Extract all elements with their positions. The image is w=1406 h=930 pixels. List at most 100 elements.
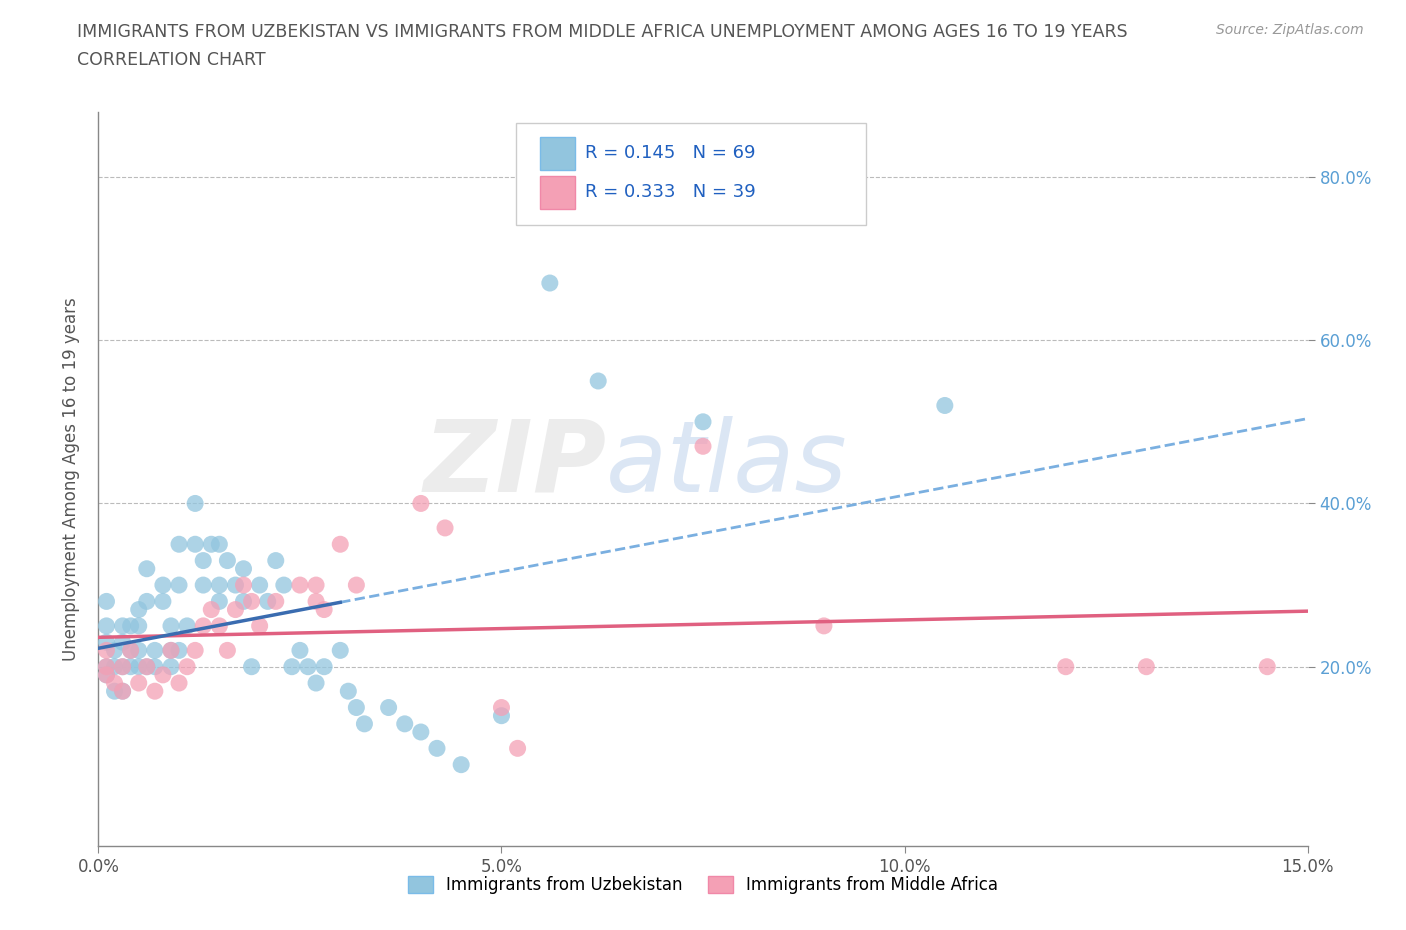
Point: [160, 659, 183, 674]
Point: [450, 757, 472, 772]
Point: [208, 578, 231, 592]
Point: [111, 618, 134, 633]
Point: [281, 659, 304, 674]
Point: [111, 684, 134, 698]
Point: [200, 602, 222, 617]
Point: [305, 675, 328, 690]
Point: [120, 659, 142, 674]
Point: [692, 439, 714, 454]
Point: [240, 594, 263, 609]
Point: [120, 643, 142, 658]
Point: [377, 700, 399, 715]
Point: [96, 668, 118, 683]
Point: [305, 578, 328, 592]
Point: [232, 594, 254, 609]
Point: [217, 553, 239, 568]
Point: [128, 675, 150, 690]
Point: [538, 275, 561, 290]
FancyBboxPatch shape: [540, 176, 575, 209]
Point: [120, 618, 142, 633]
Point: [111, 635, 134, 650]
Point: [128, 618, 150, 633]
Point: [152, 594, 174, 609]
Point: [208, 594, 231, 609]
Point: [217, 643, 239, 658]
Point: [184, 537, 207, 551]
Point: [120, 643, 142, 658]
Point: [96, 668, 118, 683]
Text: CORRELATION CHART: CORRELATION CHART: [77, 51, 266, 69]
Point: [167, 675, 190, 690]
Point: [314, 659, 336, 674]
Point: [288, 643, 311, 658]
Point: [143, 684, 166, 698]
Point: [288, 578, 311, 592]
Point: [224, 578, 246, 592]
Point: [160, 643, 183, 658]
Point: [491, 700, 513, 715]
Point: [208, 537, 231, 551]
Point: [224, 602, 246, 617]
Point: [184, 496, 207, 511]
Point: [232, 578, 254, 592]
Point: [96, 659, 118, 674]
Y-axis label: Unemployment Among Ages 16 to 19 years: Unemployment Among Ages 16 to 19 years: [62, 297, 80, 661]
Point: [409, 724, 432, 739]
Point: [103, 684, 125, 698]
Point: [143, 643, 166, 658]
Point: [111, 684, 134, 698]
Point: [135, 659, 157, 674]
Point: [256, 594, 278, 609]
Point: [506, 741, 529, 756]
Point: [128, 643, 150, 658]
Point: [160, 643, 183, 658]
Point: [167, 537, 190, 551]
Point: [491, 709, 513, 724]
Point: [143, 659, 166, 674]
Point: [96, 659, 118, 674]
Text: R = 0.145   N = 69: R = 0.145 N = 69: [585, 144, 755, 163]
Point: [96, 635, 118, 650]
Point: [434, 521, 457, 536]
Point: [135, 594, 157, 609]
Point: [273, 578, 295, 592]
Point: [329, 643, 352, 658]
Point: [264, 553, 287, 568]
Point: [1054, 659, 1077, 674]
Point: [329, 537, 352, 551]
Text: Source: ZipAtlas.com: Source: ZipAtlas.com: [1216, 23, 1364, 37]
Point: [586, 374, 609, 389]
Point: [200, 537, 222, 551]
Point: [96, 594, 118, 609]
Point: [353, 716, 375, 731]
Point: [1135, 659, 1157, 674]
Point: [934, 398, 956, 413]
Point: [193, 578, 215, 592]
Point: [184, 643, 207, 658]
Point: [111, 659, 134, 674]
Point: [128, 602, 150, 617]
Point: [160, 618, 183, 633]
Text: R = 0.333   N = 39: R = 0.333 N = 39: [585, 183, 755, 202]
Point: [813, 618, 835, 633]
Point: [409, 496, 432, 511]
Point: [232, 562, 254, 577]
Text: ZIP: ZIP: [423, 416, 606, 512]
Point: [152, 578, 174, 592]
Point: [128, 659, 150, 674]
Point: [426, 741, 449, 756]
Point: [135, 562, 157, 577]
Point: [167, 643, 190, 658]
FancyBboxPatch shape: [540, 137, 575, 170]
Point: [152, 668, 174, 683]
Point: [344, 700, 367, 715]
FancyBboxPatch shape: [516, 123, 866, 225]
Legend: Immigrants from Uzbekistan, Immigrants from Middle Africa: Immigrants from Uzbekistan, Immigrants f…: [401, 869, 1005, 900]
Point: [344, 578, 367, 592]
Point: [337, 684, 360, 698]
Point: [249, 578, 271, 592]
Point: [135, 659, 157, 674]
Point: [305, 594, 328, 609]
Point: [111, 659, 134, 674]
Point: [240, 659, 263, 674]
